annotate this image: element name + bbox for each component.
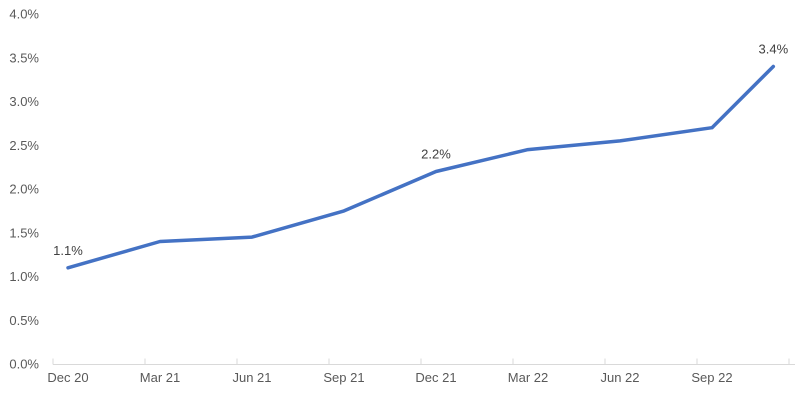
y-axis-tick-label: 2.5% bbox=[9, 138, 39, 153]
y-axis-tick-label: 3.5% bbox=[9, 50, 39, 65]
data-label: 2.2% bbox=[421, 147, 451, 162]
x-axis-tick-label: Dec 20 bbox=[47, 370, 88, 385]
x-axis-tick-label: Mar 21 bbox=[140, 370, 180, 385]
data-label: 3.4% bbox=[759, 42, 789, 57]
x-axis-tick-label: Mar 22 bbox=[508, 370, 548, 385]
x-axis-tick-label: Jun 21 bbox=[232, 370, 271, 385]
y-axis-tick-label: 4.0% bbox=[9, 7, 39, 22]
x-axis-tick-label: Sep 22 bbox=[691, 370, 732, 385]
x-axis-tick-label: Sep 21 bbox=[323, 370, 364, 385]
series-line bbox=[66, 64, 776, 270]
y-axis-tick-label: 1.0% bbox=[9, 269, 39, 284]
y-axis-tick-label: 1.5% bbox=[9, 225, 39, 240]
x-axis-tick-label: Jun 22 bbox=[600, 370, 639, 385]
y-axis-tick-label: 0.0% bbox=[9, 357, 39, 372]
data-label: 1.1% bbox=[53, 243, 83, 258]
y-axis-tick-label: 0.5% bbox=[9, 313, 39, 328]
x-axis-tick-label: Dec 21 bbox=[415, 370, 456, 385]
y-axis-tick-label: 2.0% bbox=[9, 182, 39, 197]
y-axis-tick-label: 3.0% bbox=[9, 94, 39, 109]
